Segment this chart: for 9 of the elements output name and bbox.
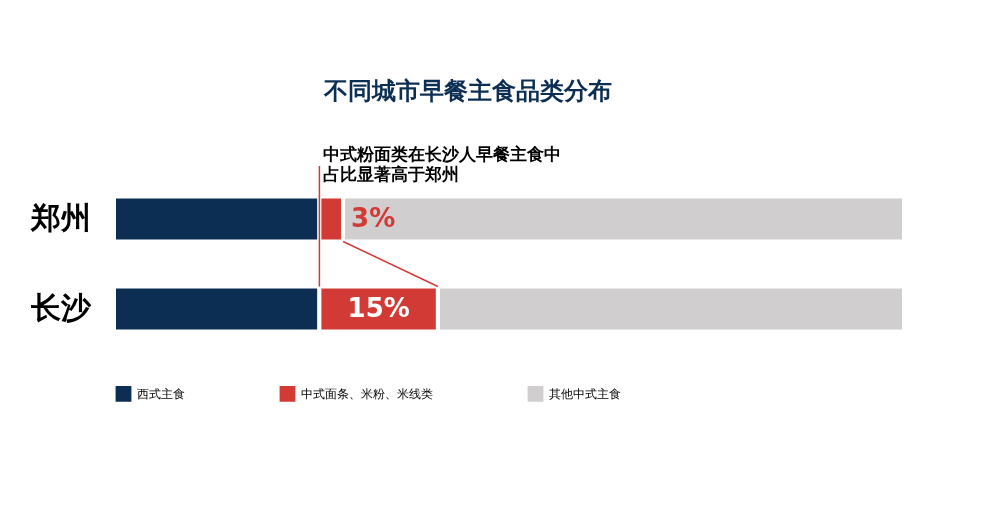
legend-label: 其他中式主食 xyxy=(549,386,621,401)
legend-label: 西式主食 xyxy=(137,386,185,401)
legend-label: 中式面条、米粉、米线类 xyxy=(301,386,433,401)
data-label: 15% xyxy=(347,293,410,323)
y-tick-label: 郑州 xyxy=(29,200,91,235)
chart-title: 不同城市早餐主食品类分布 xyxy=(323,77,612,105)
data-label: 3% xyxy=(351,203,396,233)
annotation: 中式粉面类在长沙人早餐主食中占比显著高于郑州 xyxy=(323,144,562,184)
y-tick-label: 长沙 xyxy=(29,290,92,325)
